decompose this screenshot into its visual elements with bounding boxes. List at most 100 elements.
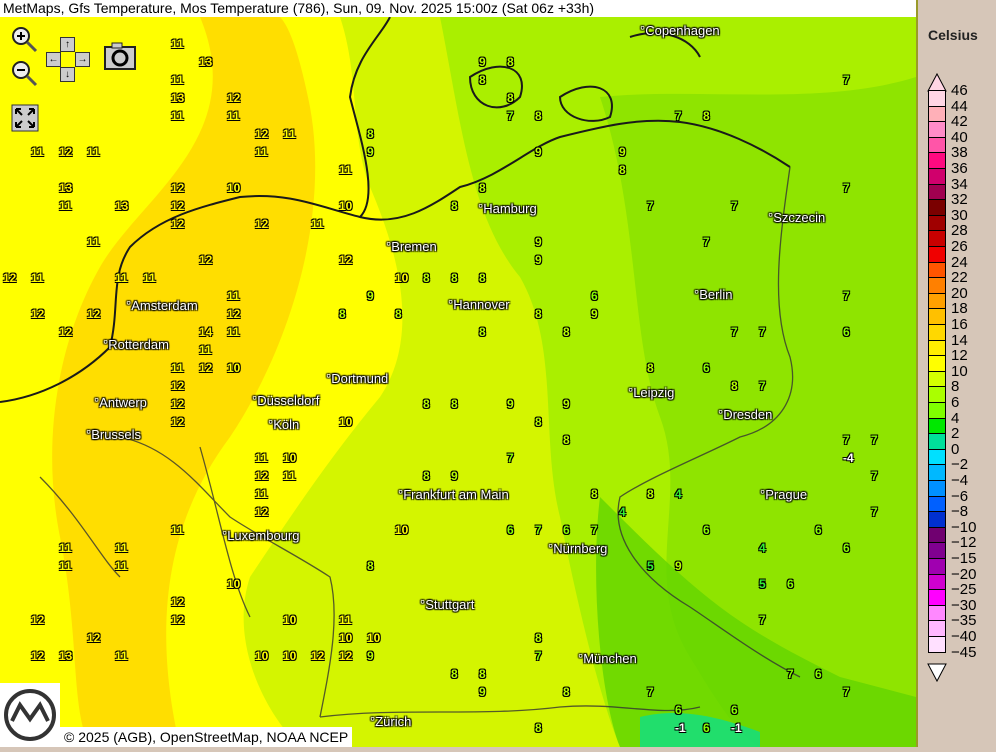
station-temperature: 6	[787, 577, 794, 591]
station-temperature: 11	[255, 487, 268, 501]
station-temperature: 12	[171, 397, 185, 411]
legend-color-swatch	[928, 214, 946, 232]
station-temperature: 6	[591, 289, 598, 303]
city-label: Hannover	[448, 297, 509, 313]
legend-color-swatch	[928, 246, 946, 263]
station-temperature: 12	[31, 307, 45, 321]
legend-color-swatch	[928, 589, 946, 606]
station-temperature: 11	[87, 145, 100, 159]
station-temperature: 11	[115, 559, 128, 573]
station-temperature: 8	[535, 631, 542, 645]
legend-label: 46	[951, 82, 968, 99]
station-temperature: 10	[339, 199, 353, 213]
station-temperature: 9	[367, 289, 374, 303]
station-temperature: 7	[535, 523, 542, 537]
station-temperature: 11	[255, 145, 268, 159]
station-temperature: 12	[311, 649, 325, 663]
station-temperature: 7	[759, 379, 766, 393]
city-label: Luxembourg	[222, 528, 299, 544]
legend-label: −20	[951, 565, 977, 583]
fullscreen-icon[interactable]	[11, 104, 39, 132]
station-temperature: 12	[339, 253, 353, 267]
pan-left-icon[interactable]: ←	[46, 52, 61, 67]
station-temperature: 9	[563, 397, 570, 411]
station-temperature: 8	[451, 271, 458, 285]
station-temperature: 11	[143, 271, 156, 285]
station-temperature: 12	[199, 253, 213, 267]
station-temperature: 12	[171, 181, 185, 195]
legend-color-swatch	[928, 370, 946, 388]
city-label: Antwerp	[94, 395, 147, 411]
station-temperature: 12	[227, 91, 241, 105]
station-temperature: 11	[59, 559, 72, 573]
station-temperature: 8	[535, 307, 542, 321]
station-temperature: 10	[227, 361, 241, 375]
station-temperature: 8	[647, 361, 654, 375]
station-temperature: 9	[535, 145, 542, 159]
station-temperature: 9	[591, 307, 598, 321]
zoom-out-icon[interactable]	[10, 59, 40, 89]
station-temperature: 8	[451, 667, 458, 681]
pan-right-icon[interactable]: →	[75, 52, 90, 67]
station-temperature: 10	[283, 649, 297, 663]
station-temperature: 10	[283, 613, 297, 627]
station-temperature: 13	[199, 55, 213, 69]
pan-up-icon[interactable]: ↑	[60, 37, 75, 52]
legend-label: −2	[951, 456, 969, 474]
legend-color-swatch	[928, 105, 946, 123]
legend-label: −40	[951, 628, 977, 645]
legend-color-swatch	[928, 636, 946, 653]
station-temperature: 9	[451, 469, 458, 483]
station-temperature: 8	[619, 163, 626, 177]
legend-color-swatch	[928, 308, 946, 325]
station-temperature: 7	[843, 289, 850, 303]
station-temperature: 8	[535, 109, 542, 123]
legend-color-swatch	[928, 495, 946, 513]
legend-color-swatch	[928, 542, 946, 559]
temperature-map[interactable]: 12 11 12 12 12 11 12 12 11 12 12 12 12 11 12 12 13 12 12 11…	[0, 17, 916, 747]
station-temperature: 9	[367, 145, 374, 159]
station-temperature: 13	[115, 199, 129, 213]
camera-icon[interactable]	[104, 42, 136, 70]
station-temperature: 12	[31, 613, 45, 627]
legend-label: −4	[951, 472, 969, 489]
station-temperature: 7	[647, 199, 654, 213]
station-temperature: 7	[843, 685, 850, 699]
zoom-in-icon[interactable]	[10, 25, 40, 55]
station-temperature: 7	[787, 667, 794, 681]
station-temperature: 8	[423, 469, 430, 483]
legend-label: 22	[951, 269, 968, 287]
station-temperature: 10	[339, 631, 353, 645]
station-temperature: 12	[171, 595, 185, 609]
city-label: Rotterdam	[103, 337, 169, 353]
pan-down-icon[interactable]: ↓	[60, 67, 75, 82]
station-temperature: 10	[339, 415, 353, 429]
station-temperature: 6	[563, 523, 570, 537]
station-temperature: 14	[199, 325, 213, 339]
legend-label: 6	[951, 394, 960, 411]
city-label: Brussels	[86, 427, 141, 443]
station-temperature: 11	[227, 289, 240, 303]
station-temperature: 6	[507, 523, 514, 537]
station-temperature: 7	[731, 199, 738, 213]
station-temperature: 10	[227, 181, 241, 195]
legend-color-swatch	[928, 90, 946, 107]
city-label: Hamburg	[478, 201, 536, 217]
station-temperature: 8	[479, 73, 486, 87]
legend-color-swatch	[928, 386, 946, 403]
station-temperature: 7	[535, 649, 542, 663]
legend-label: 36	[951, 160, 968, 177]
station-temperature: 12	[59, 145, 73, 159]
station-temperature: -4	[843, 451, 854, 465]
station-temperature: 11	[199, 343, 212, 357]
metmaps-logo[interactable]	[0, 683, 60, 747]
station-temperature: 8	[731, 379, 738, 393]
station-temperature: 12	[339, 649, 353, 663]
station-temperature: 10	[367, 631, 381, 645]
station-temperature: 12	[31, 649, 45, 663]
station-temperature: 13	[171, 91, 185, 105]
legend-label: −30	[951, 596, 977, 614]
legend-color-swatch	[928, 152, 946, 169]
station-temperature: 11	[171, 37, 184, 51]
station-temperature: 7	[731, 325, 738, 339]
